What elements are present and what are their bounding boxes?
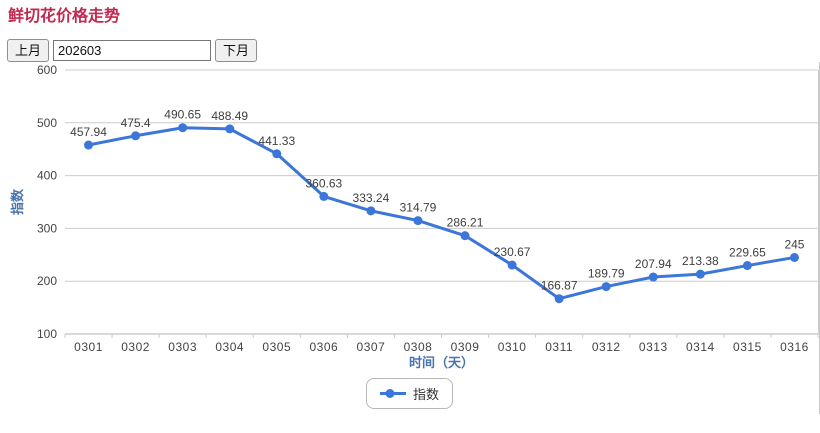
y-tick-label: 500 <box>37 116 57 130</box>
month-input[interactable] <box>53 40 212 61</box>
y-axis-title: 指数 <box>10 188 25 215</box>
data-point[interactable] <box>131 131 141 141</box>
data-point-label: 488.49 <box>211 109 248 123</box>
y-tick-label: 100 <box>37 327 57 341</box>
data-point-label: 245 <box>784 237 804 251</box>
data-point-label: 213.38 <box>682 254 719 268</box>
chart-canvas: 600 500 400 300 200 100 0301 0302 0303 0304 0305 03… <box>10 63 819 370</box>
y-tick-label: 200 <box>37 274 57 288</box>
legend-marker-icon <box>379 389 406 398</box>
data-point-label: 314.79 <box>400 201 437 215</box>
data-point[interactable] <box>695 269 705 279</box>
data-point-label: 475.4 <box>121 116 151 130</box>
data-point[interactable] <box>319 191 329 201</box>
data-point-label: 457.94 <box>70 125 107 139</box>
data-point-label: 286.21 <box>447 216 484 230</box>
price-trend-chart: 600 500 400 300 200 100 0301 0302 0303 0304 0305 03… <box>0 62 820 414</box>
x-axis-title: 时间（天） <box>409 355 474 370</box>
y-tick-label: 300 <box>37 221 57 235</box>
x-tick-label: 0314 <box>686 340 715 354</box>
data-point[interactable] <box>460 231 470 241</box>
next-month-button[interactable]: 下月 <box>215 39 258 62</box>
data-point[interactable] <box>554 294 564 304</box>
legend[interactable]: 指数 <box>365 378 453 409</box>
x-tick-label: 0305 <box>262 340 291 354</box>
x-tick-label: 0313 <box>639 340 668 354</box>
legend-label: 指数 <box>412 387 439 402</box>
data-point-label: 333.24 <box>353 191 390 205</box>
data-point[interactable] <box>366 206 376 216</box>
x-tick-label: 0312 <box>592 340 621 354</box>
month-toolbar: 上月 下月 <box>7 39 820 62</box>
data-point[interactable] <box>178 123 188 133</box>
data-point-label: 441.33 <box>258 134 295 148</box>
page: 鲜切花价格走势 上月 下月 600 500 400 300 200 100 0301 0302… <box>0 8 820 414</box>
x-tick-label: 0311 <box>545 340 573 354</box>
data-point[interactable] <box>742 261 752 271</box>
x-tick-label: 0309 <box>451 340 480 354</box>
data-point[interactable] <box>789 252 799 262</box>
data-point[interactable] <box>648 272 658 282</box>
data-point[interactable] <box>413 216 423 226</box>
x-tick-label: 0308 <box>404 340 433 354</box>
data-point[interactable] <box>225 124 235 134</box>
y-tick-label: 400 <box>37 169 57 183</box>
data-point[interactable] <box>272 149 282 159</box>
x-tick-label: 0301 <box>74 340 103 354</box>
page-title: 鲜切花价格走势 <box>8 8 121 25</box>
data-point-label: 490.65 <box>164 108 201 122</box>
data-point-label: 189.79 <box>588 267 625 281</box>
data-point-label: 360.63 <box>305 176 342 190</box>
y-tick-label: 600 <box>37 63 57 77</box>
x-tick-label: 0306 <box>309 340 338 354</box>
x-tick-label: 0304 <box>215 340 244 354</box>
data-point[interactable] <box>84 140 94 150</box>
prev-month-button[interactable]: 上月 <box>7 39 50 62</box>
data-point-label: 207.94 <box>635 257 672 271</box>
x-tick-label: 0303 <box>168 340 197 354</box>
x-tick-label: 0316 <box>780 340 809 354</box>
x-tick-label: 0310 <box>498 340 527 354</box>
x-tick-label: 0302 <box>121 340 150 354</box>
data-point[interactable] <box>601 282 611 292</box>
data-point[interactable] <box>507 260 517 270</box>
data-point-label: 166.87 <box>541 279 578 293</box>
series-line <box>88 126 795 301</box>
data-point-label: 230.67 <box>494 245 531 259</box>
x-tick-label: 0315 <box>733 340 762 354</box>
data-point-label: 229.65 <box>729 246 766 260</box>
x-tick-label: 0307 <box>357 340 386 354</box>
